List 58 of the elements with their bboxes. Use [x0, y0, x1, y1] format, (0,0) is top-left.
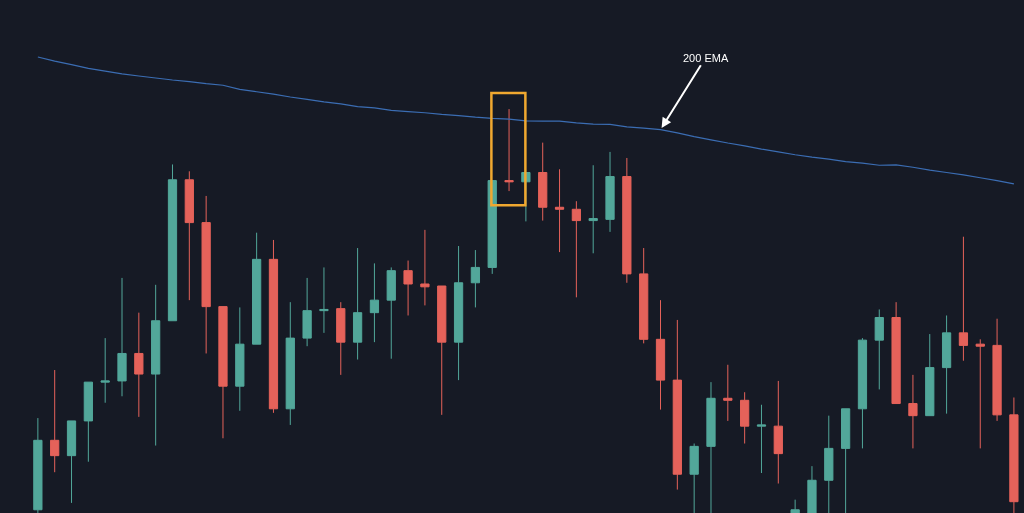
candlestick [958, 236, 969, 362]
candlestick [857, 337, 868, 449]
candlestick [975, 338, 985, 449]
candlestick [470, 249, 481, 308]
candlestick [992, 318, 1002, 422]
candlestick [66, 420, 77, 504]
candlestick [285, 301, 295, 426]
candlestick [235, 306, 245, 412]
candlestick [807, 465, 817, 513]
candlestick [790, 499, 800, 513]
candlestick [453, 245, 464, 381]
candlestick [504, 108, 514, 192]
candlestick [723, 364, 733, 422]
candlestick [588, 164, 598, 254]
candlestick [571, 200, 581, 298]
text: 200 EMA [683, 52, 729, 64]
candlestick [201, 195, 211, 354]
candlestick [100, 337, 110, 404]
candlestick [1009, 396, 1019, 513]
candlestick [420, 229, 430, 306]
candlestick [403, 260, 413, 316]
candlestick [655, 299, 666, 411]
candlestick [302, 277, 312, 347]
candlestick [689, 443, 699, 513]
candlestick [151, 284, 161, 447]
candlestick [167, 163, 178, 322]
candlestick [941, 314, 952, 415]
candlestick [639, 247, 649, 344]
candlestick [117, 277, 127, 397]
candlestick [554, 168, 565, 253]
candlestick [319, 266, 329, 334]
candlestick [336, 301, 346, 376]
candlestick [352, 247, 363, 361]
candlestick [83, 381, 93, 463]
candlestick [218, 306, 228, 439]
candlestick [756, 404, 767, 474]
candlestick [622, 157, 632, 284]
candlestick [773, 380, 783, 485]
candlestick [134, 312, 144, 418]
candlestick [605, 151, 615, 233]
candlestick [740, 391, 750, 445]
candlestick [252, 232, 262, 345]
candlestick [925, 333, 935, 417]
candlestick [369, 262, 380, 343]
candlestick [268, 239, 279, 414]
candlestick [33, 417, 43, 513]
candlestick [824, 415, 834, 513]
candlestick [437, 285, 447, 416]
candlestick [184, 170, 194, 301]
candlestick [386, 266, 396, 360]
candlestick [891, 301, 901, 405]
candlestick [908, 374, 918, 449]
candlestick [672, 319, 682, 491]
candlestick [706, 381, 716, 513]
candlestick [841, 408, 851, 513]
candlestick [874, 308, 884, 390]
candlestick [50, 369, 60, 473]
candlestick [538, 142, 548, 222]
